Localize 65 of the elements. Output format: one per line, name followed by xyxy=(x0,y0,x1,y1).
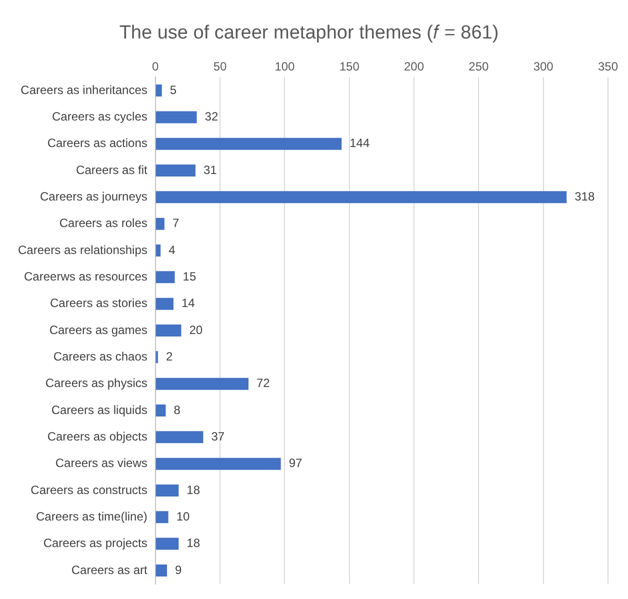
x-tick-label: 200 xyxy=(404,59,424,74)
y-tick-label: Careers as projects xyxy=(43,536,148,550)
bar xyxy=(156,164,196,177)
x-tick-label: 150 xyxy=(339,59,360,74)
x-tick-label: 100 xyxy=(274,59,296,74)
y-tick-label: Careers as relationships xyxy=(18,242,148,257)
data-label: 318 xyxy=(574,189,595,204)
data-label: 15 xyxy=(182,269,196,284)
y-tick-label: Careerws as resources xyxy=(24,269,148,284)
bar xyxy=(156,431,204,444)
data-label: 9 xyxy=(175,562,182,577)
data-label: 4 xyxy=(168,242,176,257)
bar xyxy=(156,511,168,524)
y-tick-label: Careers as physics xyxy=(45,376,148,390)
x-tick-label: 350 xyxy=(598,59,618,74)
y-tick-label: Careers as liquids xyxy=(51,402,148,417)
data-label: 72 xyxy=(256,376,270,390)
y-tick-label: Careers as constructs xyxy=(30,482,148,497)
data-label: 7 xyxy=(172,216,180,230)
bar xyxy=(156,484,179,496)
data-label: 20 xyxy=(189,322,203,337)
x-tick-label: 0 xyxy=(152,59,160,74)
bar xyxy=(156,191,567,204)
bar xyxy=(156,458,281,470)
x-tick-label: 50 xyxy=(213,59,228,74)
data-label: 37 xyxy=(211,429,225,444)
bar xyxy=(156,84,162,97)
bar xyxy=(156,111,197,124)
data-label: 31 xyxy=(203,162,218,177)
y-tick-label: Careers as art xyxy=(71,562,148,577)
data-label: 18 xyxy=(186,536,200,550)
bar xyxy=(156,244,161,257)
y-tick-label: Careers as chaos xyxy=(53,349,148,364)
y-tick-label: Careers as actions xyxy=(47,136,148,150)
bar xyxy=(156,138,342,150)
y-tick-label: Careers as time(line) xyxy=(36,509,148,524)
data-label: 10 xyxy=(176,509,190,524)
y-tick-label: Careers as journeys xyxy=(40,189,148,204)
bar xyxy=(156,324,182,336)
y-tick-label: Careers as views xyxy=(55,456,148,470)
data-label: 18 xyxy=(186,482,200,497)
bar xyxy=(156,218,164,230)
y-tick-label: Careers as inheritances xyxy=(20,82,148,97)
bar xyxy=(156,564,168,576)
data-label: 32 xyxy=(204,110,218,124)
bar xyxy=(156,404,166,416)
data-label: 14 xyxy=(181,296,196,310)
bar xyxy=(156,298,174,310)
y-tick-label: Careers as objects xyxy=(47,429,148,444)
y-tick-label: Careers as stories xyxy=(50,296,148,310)
bar xyxy=(156,538,179,550)
chart-title: The use of career metaphor themes (𝑓 = 861) xyxy=(119,22,499,44)
x-tick-label: 300 xyxy=(533,59,554,74)
data-label: 2 xyxy=(166,349,173,364)
y-tick-label: Careers as cycles xyxy=(52,110,148,124)
y-tick-label: Careers as roles xyxy=(59,216,148,230)
y-tick-label: Careers as games xyxy=(49,322,148,337)
y-tick-label: Careers as fit xyxy=(76,162,148,177)
bar xyxy=(156,378,248,390)
x-tick-label: 250 xyxy=(468,59,490,74)
data-label: 97 xyxy=(288,456,303,470)
data-label: 144 xyxy=(350,136,370,150)
data-label: 8 xyxy=(174,402,181,417)
data-label: 5 xyxy=(170,82,177,97)
bar xyxy=(156,271,175,284)
